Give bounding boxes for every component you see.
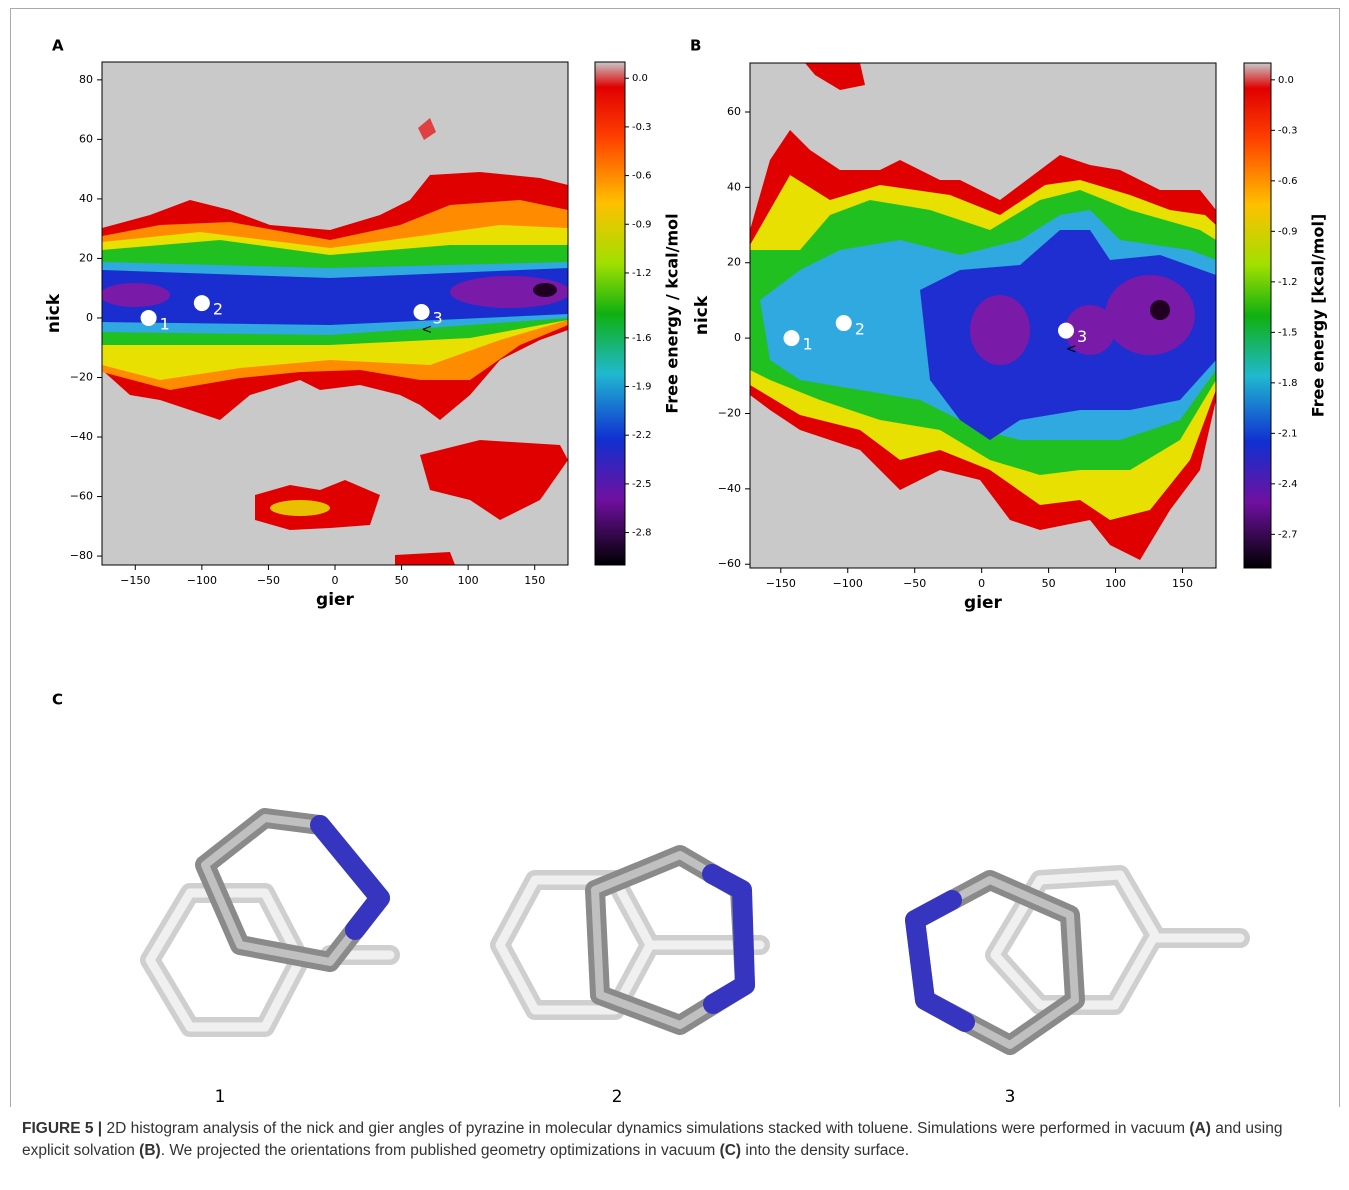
colorbar-tick-label: -2.5 bbox=[632, 479, 652, 490]
colorbar-tick-label: -1.9 bbox=[632, 382, 652, 393]
colorbar-tick-label: -1.2 bbox=[1278, 277, 1298, 288]
x-tick-label: 0 bbox=[978, 577, 985, 590]
y-tick-label: 40 bbox=[79, 192, 93, 205]
colorbar-tick-label: -0.9 bbox=[632, 219, 652, 230]
y-tick-label: −60 bbox=[718, 557, 741, 570]
x-axis-label: gier bbox=[964, 593, 1003, 613]
caption-text: 2D histogram analysis of the nick and gi… bbox=[106, 1120, 1189, 1137]
structure-label: 3 bbox=[1005, 1087, 1016, 1107]
x-tick-label: −150 bbox=[120, 574, 150, 587]
annotation: < bbox=[421, 322, 432, 337]
panel-label: B bbox=[690, 37, 701, 55]
y-tick-label: 0 bbox=[86, 311, 93, 324]
y-tick-label: −40 bbox=[70, 430, 93, 443]
annotation: < bbox=[1066, 342, 1077, 357]
point-label: 1 bbox=[803, 335, 813, 354]
point-label: 2 bbox=[855, 320, 865, 339]
point-label: 3 bbox=[1077, 327, 1087, 346]
colorbar-tick-label: -0.6 bbox=[632, 171, 652, 182]
colorbar-tick-label: -0.3 bbox=[632, 122, 652, 133]
y-tick-label: 20 bbox=[727, 256, 741, 269]
y-tick-label: −20 bbox=[718, 406, 741, 419]
panel-label: C bbox=[52, 691, 63, 709]
caption-ref: (B) bbox=[139, 1142, 161, 1159]
caption-label: FIGURE 5 | bbox=[22, 1120, 102, 1137]
x-tick-label: 100 bbox=[458, 574, 479, 587]
x-axis-label: gier bbox=[316, 590, 355, 610]
structure-label: 1 bbox=[215, 1087, 226, 1107]
y-tick-label: −40 bbox=[718, 482, 741, 495]
marker-point bbox=[1058, 323, 1074, 339]
x-tick-label: 0 bbox=[332, 574, 339, 587]
colorbar-tick-label: -2.4 bbox=[1278, 479, 1298, 490]
y-tick-label: 60 bbox=[79, 132, 93, 145]
colorbar-tick-label: 0.0 bbox=[1278, 75, 1294, 86]
colorbar-label: Free energy [kcal/mol] bbox=[1309, 214, 1328, 418]
caption-text: . We projected the orientations from pub… bbox=[161, 1142, 720, 1159]
colorbar-tick-label: -1.6 bbox=[632, 333, 652, 344]
caption-ref: (C) bbox=[720, 1142, 742, 1159]
y-tick-label: 40 bbox=[727, 180, 741, 193]
panel-label: A bbox=[52, 37, 64, 55]
marker-point bbox=[194, 295, 210, 311]
colorbar-tick-label: 0.0 bbox=[632, 73, 648, 84]
colorbar-tick-label: -2.2 bbox=[632, 430, 652, 441]
y-axis-label: nick bbox=[692, 295, 712, 335]
page: C 1 2 3 A−150−100−50050100150−80−60−40−2… bbox=[0, 0, 1349, 1190]
marker-point bbox=[414, 304, 430, 320]
marker-point bbox=[141, 310, 157, 326]
caption: FIGURE 5 | 2D histogram analysis of the … bbox=[22, 1118, 1332, 1162]
x-tick-label: 50 bbox=[395, 574, 409, 587]
x-tick-label: 150 bbox=[524, 574, 545, 587]
x-tick-label: 150 bbox=[1172, 577, 1193, 590]
marker-point bbox=[836, 315, 852, 331]
x-tick-label: −100 bbox=[833, 577, 863, 590]
colorbar-tick-label: -2.1 bbox=[1278, 428, 1298, 439]
y-tick-label: −80 bbox=[70, 549, 93, 562]
colorbar bbox=[1244, 63, 1271, 568]
caption-text: into the density surface. bbox=[741, 1142, 909, 1159]
colorbar-tick-label: -2.7 bbox=[1278, 529, 1298, 540]
point-label: 2 bbox=[213, 300, 223, 319]
y-tick-label: −60 bbox=[70, 490, 93, 503]
density-surface bbox=[750, 63, 1216, 568]
caption-ref: (A) bbox=[1189, 1120, 1211, 1137]
colorbar bbox=[595, 62, 625, 565]
x-tick-label: −50 bbox=[257, 574, 280, 587]
colorbar-tick-label: -0.6 bbox=[1278, 176, 1298, 187]
marker-point bbox=[784, 330, 800, 346]
x-tick-label: 100 bbox=[1105, 577, 1126, 590]
colorbar-tick-label: -1.2 bbox=[632, 268, 652, 279]
x-tick-label: −50 bbox=[903, 577, 926, 590]
y-axis-label: nick bbox=[44, 293, 64, 333]
x-tick-label: 50 bbox=[1042, 577, 1056, 590]
structure-label: 2 bbox=[612, 1087, 623, 1107]
density-surface bbox=[100, 62, 570, 565]
point-label: 3 bbox=[433, 309, 443, 328]
colorbar-label: Free energy / kcal/mol bbox=[663, 213, 682, 413]
y-tick-label: 80 bbox=[79, 73, 93, 86]
x-tick-label: −100 bbox=[187, 574, 217, 587]
colorbar-tick-label: -0.3 bbox=[1278, 125, 1298, 136]
y-tick-label: 60 bbox=[727, 105, 741, 118]
molecules bbox=[150, 818, 1240, 1045]
y-tick-label: −20 bbox=[70, 370, 93, 383]
colorbar-tick-label: -1.5 bbox=[1278, 327, 1298, 338]
y-tick-label: 0 bbox=[734, 331, 741, 344]
colorbar-tick-label: -2.8 bbox=[632, 528, 652, 539]
colorbar-tick-label: -0.9 bbox=[1278, 226, 1298, 237]
colorbar-tick-label: -1.8 bbox=[1278, 378, 1298, 389]
y-tick-label: 20 bbox=[79, 251, 93, 264]
x-tick-label: −150 bbox=[766, 577, 796, 590]
point-label: 1 bbox=[160, 314, 170, 333]
